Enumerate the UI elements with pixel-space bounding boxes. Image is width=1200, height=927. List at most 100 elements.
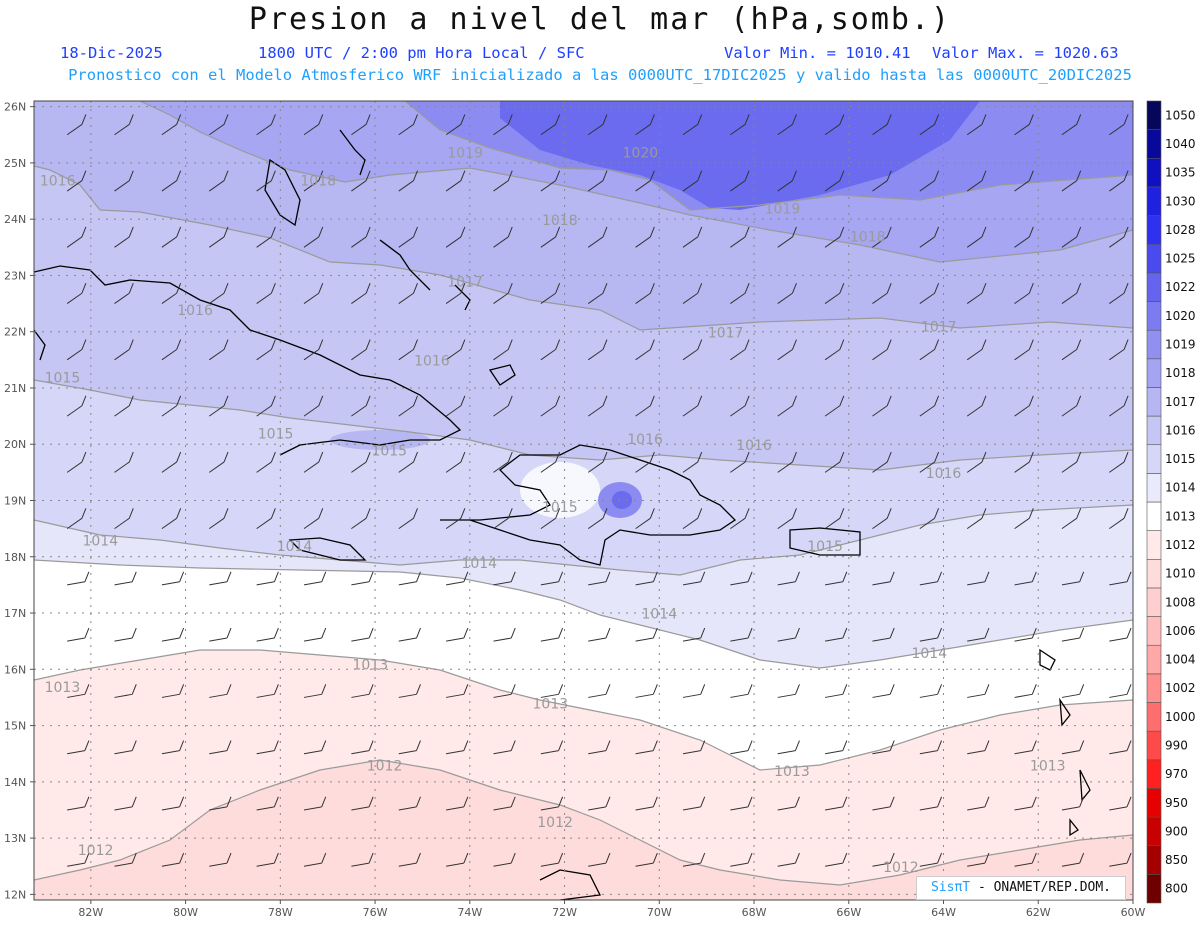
wind-barb <box>161 796 185 811</box>
wind-barb <box>351 170 371 192</box>
wind-barb <box>1109 508 1129 530</box>
wind-barb <box>493 283 513 304</box>
isobar-label: 1012 <box>78 843 114 859</box>
wind-barb <box>114 571 137 586</box>
wind-barb <box>588 852 611 867</box>
wind-barb <box>588 796 611 811</box>
wind-barb <box>1109 627 1132 642</box>
colorbar-swatch <box>1146 759 1162 789</box>
wind-barb <box>587 226 608 248</box>
wind-barb <box>919 339 940 361</box>
wind-barb <box>161 451 182 473</box>
wind-barb <box>824 508 845 530</box>
wind-barb <box>635 571 658 586</box>
colorbar-label: 1028 <box>1165 223 1196 237</box>
wind-barb <box>966 395 987 417</box>
wind-barb <box>587 114 608 136</box>
wind-barb <box>1061 627 1085 642</box>
wind-barb <box>446 571 469 586</box>
wind-barb <box>540 740 564 755</box>
wind-barb <box>398 339 418 361</box>
lon-tick-label: 74W <box>457 906 482 919</box>
wind-barb <box>588 740 611 755</box>
wind-barb <box>682 852 706 867</box>
wind-barb <box>1061 114 1082 136</box>
isobar-label: 1014 <box>277 539 313 555</box>
wind-barb <box>730 508 750 530</box>
wind-barb <box>351 114 371 136</box>
colorbar-swatch <box>1146 301 1162 331</box>
wind-barb <box>824 283 845 304</box>
wind-barb <box>872 684 895 698</box>
isobar-labels: 1020 1019 1019 1018 1018 1018 1017 1017 1017 1016… <box>40 145 1066 876</box>
wind-barb <box>1109 571 1132 586</box>
colorbar-swatch <box>1146 186 1162 216</box>
wind-barb <box>66 226 87 248</box>
colorbar-swatch <box>1146 644 1162 675</box>
map-axes: 82W 80W 78W 76W 74W 72W 70W 68W 66W 64W 62W 60W 12N 1… <box>4 101 1146 919</box>
colorbar-label: 1025 <box>1165 252 1196 266</box>
lat-tick-label: 14N <box>4 776 26 789</box>
wind-barb <box>919 508 940 530</box>
wind-barb <box>1061 283 1082 304</box>
colorbar-label: 1013 <box>1165 509 1196 523</box>
wind-barb <box>351 395 371 417</box>
wind-barb <box>398 226 418 248</box>
colorbar-swatch <box>1146 387 1162 417</box>
wind-barb <box>587 283 608 304</box>
lon-tick-label: 64W <box>931 906 956 919</box>
colorbar-label: 1022 <box>1165 280 1196 294</box>
wind-barb <box>730 339 750 361</box>
wind-barb <box>777 170 797 192</box>
isobar-label: 1019 <box>765 202 801 218</box>
wind-barb <box>114 740 137 755</box>
wind-barb <box>446 627 469 642</box>
wind-barb <box>493 395 513 417</box>
wind-barb <box>635 852 658 867</box>
wind-barb <box>209 571 232 586</box>
wind-barb <box>1061 740 1085 755</box>
wind-barb <box>540 283 561 304</box>
isobar-label: 1016 <box>627 432 663 448</box>
wind-barb <box>966 114 987 136</box>
wind-barb <box>1109 852 1132 867</box>
coastlines <box>34 129 1091 900</box>
wind-barb <box>114 339 134 361</box>
isobar-label: 1013 <box>45 680 81 696</box>
colorbar-swatch <box>1146 129 1162 159</box>
wind-barb <box>208 395 229 417</box>
wind-barb <box>351 283 371 304</box>
colorbar-label: 1006 <box>1165 624 1196 638</box>
wind-barb <box>682 627 706 642</box>
lon-tick-label: 60W <box>1121 906 1146 919</box>
colorbar-label: 950 <box>1165 796 1188 810</box>
wind-barb <box>587 339 608 361</box>
wind-barb <box>67 627 90 642</box>
wind-barb <box>919 170 940 192</box>
colorbar-swatch <box>1146 587 1162 617</box>
wind-barb <box>114 508 134 530</box>
wind-barb <box>303 170 324 192</box>
colorbar-label: 990 <box>1165 738 1188 752</box>
wind-barb <box>919 627 943 642</box>
wind-barb <box>445 170 466 192</box>
wind-barb <box>730 451 750 473</box>
wind-barb <box>67 740 90 755</box>
isobar-label: 1016 <box>926 466 962 482</box>
wind-barb <box>208 451 229 473</box>
wind-barb <box>777 852 800 867</box>
wind-barb <box>114 796 137 811</box>
wind-barb <box>1109 226 1129 248</box>
isobar-label: 1018 <box>300 173 336 189</box>
isobar-label: 1013 <box>353 657 389 673</box>
wind-barb <box>445 283 466 304</box>
wind-barb <box>66 395 87 417</box>
wind-barb <box>635 170 655 192</box>
isobar-label: 1015 <box>542 500 578 516</box>
wind-barb <box>777 627 800 642</box>
wind-barb <box>66 114 87 136</box>
isobar-label: 1014 <box>641 607 677 623</box>
wind-barb <box>730 226 750 248</box>
wind-barb <box>824 226 845 248</box>
